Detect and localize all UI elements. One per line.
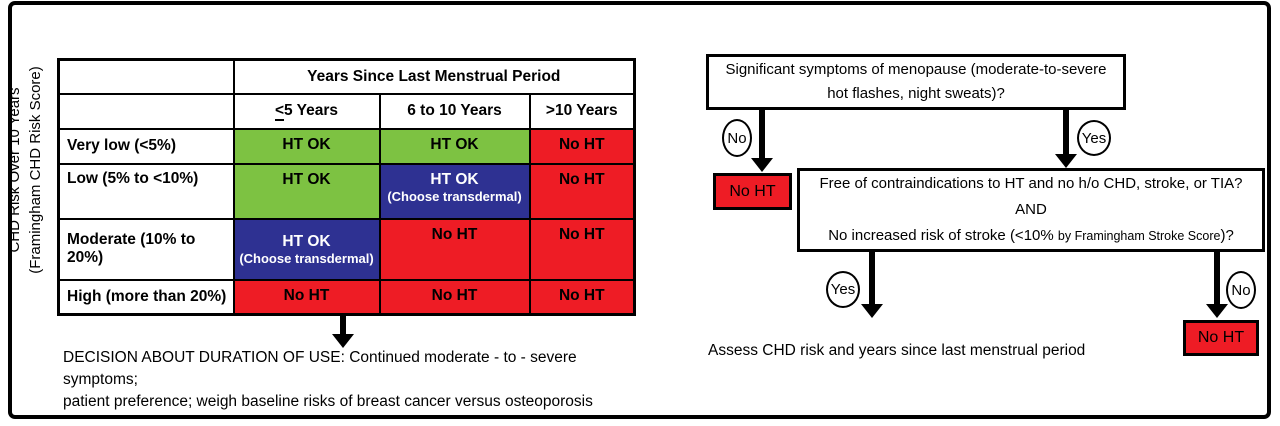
table-cell: HT OK [378,127,531,165]
table-row: Moderate (10% to 20%) HT OK (Choose trans… [57,217,636,281]
table-row: Low (5% to <10%) HT OK HT OK (Choose tran… [57,162,636,220]
table-cell: No HT [528,278,636,316]
table-row: High (more than 20%) No HT No HT No HT [57,278,636,316]
corner-cell [57,58,235,95]
corner-cell-2 [57,92,235,130]
row-label-very-low: Very low (<5%) [57,127,235,165]
question2-line1: Free of contraindications to HT and no h… [819,175,1243,192]
row-label-moderate: Moderate (10% to 20%) [57,217,235,281]
col-header-6-to-10-years: 6 to 10 Years [378,92,531,130]
table-cell: HT OK (Choose transdermal) [232,217,381,281]
down-arrow-table-to-note [332,313,354,348]
down-arrow-no-branch-1 [751,110,773,172]
ht-decision-table: Years Since Last Menstrual Period <5 Yea… [57,58,637,316]
no-connector-1: No [722,119,752,157]
down-arrow-yes-branch-2 [861,252,883,318]
table-cell: No HT [378,217,531,281]
question2-line3-small-text: by Framingham Stroke Score [1057,229,1221,243]
no-connector-2: No [1226,271,1256,309]
table-cell: No HT [378,278,531,316]
no-ht-box-2: No HT [1183,320,1259,356]
no-ht-box-1: No HT [713,173,792,210]
yes-connector-2: Yes [826,271,860,308]
table-cell: HT OK [232,127,381,165]
duration-note-line1: DECISION ABOUT DURATION OF USE: Continue… [63,349,577,388]
duration-note: DECISION ABOUT DURATION OF USE: Continue… [63,347,643,413]
question-box-menopause-symptoms: Significant symptoms of menopause (moder… [706,54,1126,110]
table-cell: HT OK [232,162,381,220]
table-cell: No HT [528,162,636,220]
table-cell: No HT [232,278,381,316]
table-row: Very low (<5%) HT OK HT OK No HT [57,127,636,165]
down-arrow-yes-branch-1 [1055,110,1077,168]
assess-text: Assess CHD risk and years since last men… [708,342,1086,359]
table-cell: No HT [528,127,636,165]
row-label-high: High (more than 20%) [57,278,235,316]
duration-note-line2: patient preference; weigh baseline risks… [63,393,593,410]
y-axis-label-line1: CHD Risk Over 10 Years [6,87,23,253]
lte-sign: < [274,102,285,121]
question2-line2: AND [1015,201,1047,218]
col-header-over-10-years: >10 Years [528,92,636,130]
col-header-under-5-years: <5 Years [232,92,381,130]
table-cell: No HT [528,217,636,281]
table-group-header: Years Since Last Menstrual Period [232,58,636,95]
row-label-low: Low (5% to <10%) [57,162,235,220]
y-axis-label: CHD Risk Over 10 Years (Framingham CHD R… [4,25,50,315]
question2-line3: No increased risk of stroke (<10% by Fra… [828,227,1234,244]
question-box-contraindications: Free of contraindications to HT and no h… [797,168,1265,252]
table-cell: HT OK (Choose transdermal) [378,162,531,220]
yes-connector-1: Yes [1077,120,1111,156]
y-axis-label-line2: (Framingham CHD Risk Score) [27,66,44,274]
down-arrow-no-branch-2 [1206,252,1228,318]
